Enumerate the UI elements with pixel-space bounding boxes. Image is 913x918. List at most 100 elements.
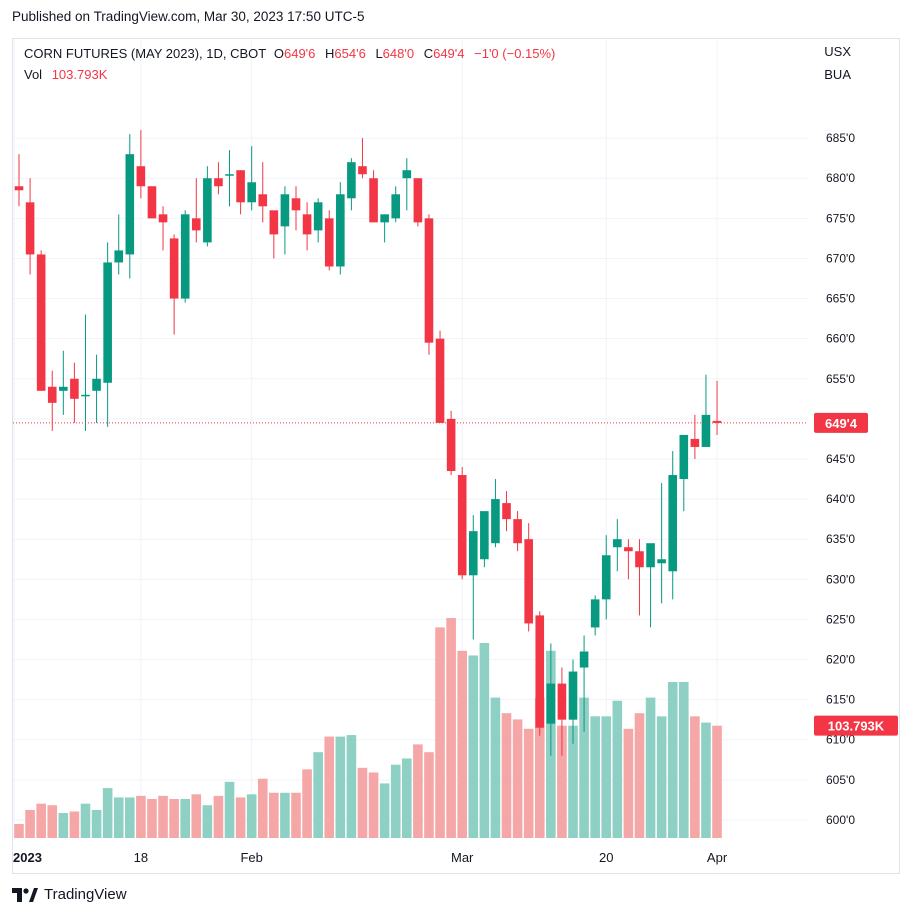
volume-bar <box>25 809 35 838</box>
volume-bar <box>357 767 368 838</box>
candle-body <box>214 178 223 187</box>
candle-body <box>347 162 356 199</box>
candle-body <box>491 499 500 544</box>
candles <box>14 130 722 756</box>
volume-bar <box>413 744 423 838</box>
volume-bar <box>368 772 379 838</box>
y-tick-label: 660'0 <box>826 332 855 346</box>
volume-bar <box>501 713 512 838</box>
legend-vol-value: 103.793K <box>51 67 108 82</box>
volume-badge <box>814 715 898 736</box>
volume-bar <box>224 781 235 838</box>
footer-brand[interactable]: TradingView <box>12 886 127 903</box>
volume-bar <box>712 725 722 838</box>
volume-bar <box>590 716 600 838</box>
candle-body <box>391 194 401 219</box>
candle-body <box>280 194 290 227</box>
candle-body <box>557 683 567 720</box>
candle-body <box>36 254 46 391</box>
volume-bar <box>91 809 102 838</box>
volume-bar <box>612 700 623 838</box>
volume-bar <box>701 722 711 838</box>
y-tick-label: 630'0 <box>826 572 855 586</box>
candle-body <box>81 394 90 397</box>
volume-bar <box>80 803 91 838</box>
y-tick-label: 680'0 <box>826 171 855 185</box>
volume-bar <box>257 778 268 838</box>
candle-body <box>203 178 212 243</box>
currency-bua[interactable]: BUA <box>824 67 851 82</box>
candle-body <box>624 547 633 552</box>
candle-body <box>25 202 35 255</box>
y-tick-label: 600'0 <box>826 813 855 827</box>
candle-body <box>435 338 445 423</box>
legend-ohlc: CORN FUTURES (MAY 2023), 1D, CBOT O649'6… <box>24 46 559 61</box>
candle-body <box>258 194 268 207</box>
volume-bar <box>280 792 290 838</box>
volume-bar <box>379 783 390 838</box>
candle-body <box>14 186 24 191</box>
volume-bar <box>645 697 656 838</box>
candle-body <box>480 511 489 560</box>
legend-vol-label: Vol <box>24 67 43 82</box>
candle-body <box>236 170 245 203</box>
y-axis: 600'0 605'0 610'0 615'0 620'0 625'0 630'0 635'0… <box>826 131 855 827</box>
candle-body <box>524 539 533 624</box>
candle-body <box>313 202 323 231</box>
legend-open: O649'6 <box>273 46 316 61</box>
candle-body <box>468 531 478 576</box>
candle-body <box>601 555 611 600</box>
volume-bar <box>512 719 523 838</box>
legend-close: C649'4 <box>423 46 465 61</box>
volume-bar <box>579 697 589 838</box>
volume-badge-label: 103.793K <box>828 719 885 734</box>
volume-bar <box>125 797 135 838</box>
volume-bar <box>457 650 467 838</box>
volume-bar <box>191 794 202 838</box>
candle-body <box>247 182 256 203</box>
volume-bar <box>113 797 124 838</box>
volume-bars <box>14 618 722 838</box>
candle-body <box>613 539 622 548</box>
y-tick-label: 665'0 <box>826 292 855 306</box>
candle-body <box>324 218 334 267</box>
candle-body <box>635 551 644 568</box>
candle-body <box>413 178 423 223</box>
candle-body <box>269 210 279 235</box>
legend-volume: Vol 103.793K <box>24 67 107 82</box>
x-axis: 2023 18 Feb Mar 20 Apr <box>13 850 728 865</box>
volume-bar <box>679 682 689 838</box>
candle-body <box>136 166 146 187</box>
grid <box>13 40 808 840</box>
volume-bar <box>390 764 401 838</box>
volume-bar <box>690 716 700 838</box>
volume-bar <box>479 643 490 838</box>
x-tick-label: 18 <box>134 850 148 865</box>
volume-bar <box>291 792 301 838</box>
footer-brand-label: TradingView <box>44 886 127 903</box>
volume-bar <box>402 758 412 838</box>
candle-body <box>92 378 101 391</box>
tradingview-logo-icon <box>12 887 38 902</box>
chart-frame <box>12 38 900 874</box>
x-tick-label: Feb <box>240 850 262 865</box>
candle-body <box>169 238 179 299</box>
y-tick-label: 610'0 <box>826 733 855 747</box>
candle-body <box>147 186 157 219</box>
candle-body <box>690 438 700 447</box>
x-tick-label: Mar <box>451 850 474 865</box>
candle-body <box>568 671 578 720</box>
volume-bar <box>346 735 357 838</box>
volume-bar <box>557 725 567 838</box>
volume-bar <box>523 728 534 838</box>
legend-low: L648'0 <box>375 46 415 61</box>
volume-bar <box>424 752 434 838</box>
candle-body <box>590 599 600 628</box>
candle-body <box>457 475 467 576</box>
candle-body <box>158 214 168 223</box>
currency-usx[interactable]: USX <box>824 44 851 59</box>
y-tick-label: 605'0 <box>826 773 855 787</box>
volume-bar <box>302 769 312 838</box>
candle-body <box>369 178 378 223</box>
